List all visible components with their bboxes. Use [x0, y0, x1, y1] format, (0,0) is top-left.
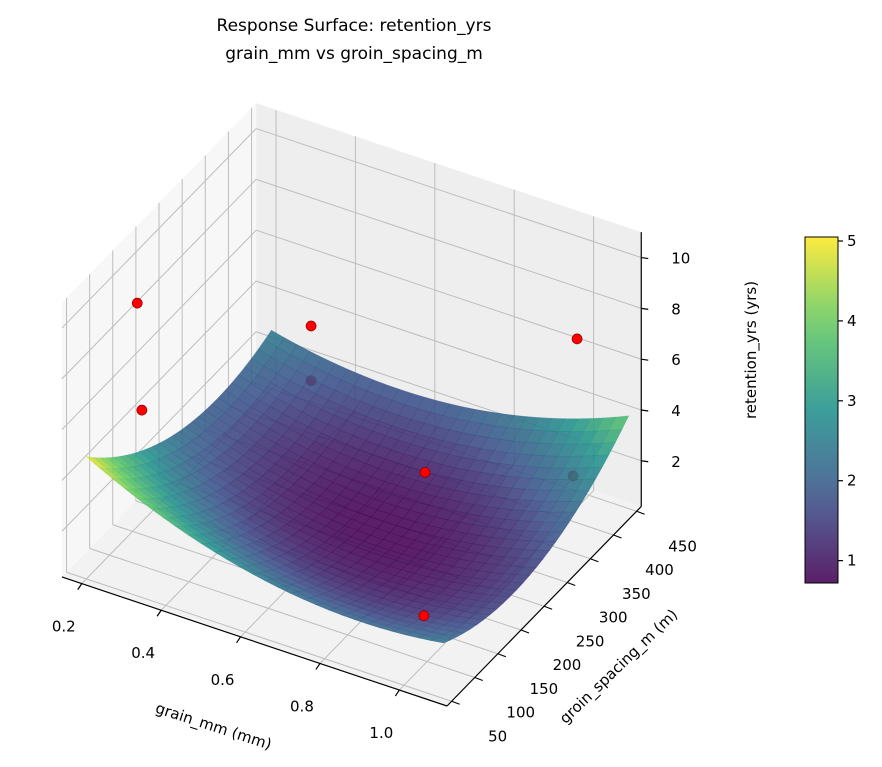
- gridline: [256, 280, 642, 411]
- y-tick-label: 350: [622, 585, 651, 603]
- y-tick-label: 150: [530, 680, 559, 698]
- x-tick: [315, 663, 321, 670]
- x-tick-label: 0.8: [290, 697, 314, 715]
- z-tick-label: 6: [671, 351, 681, 369]
- y-tick: [613, 534, 622, 539]
- colorbar-tick-label: 4: [847, 312, 857, 330]
- x-tick: [236, 636, 242, 644]
- y-tick: [520, 629, 530, 634]
- data-point: [305, 320, 317, 332]
- z-tick: [641, 409, 649, 412]
- colorbar: 1 2 3 4 5: [804, 232, 857, 584]
- colorbar-tick-label: 1: [847, 552, 857, 570]
- data-point: [136, 404, 148, 416]
- data-point: [571, 333, 583, 345]
- z-tick-label: 2: [671, 453, 681, 471]
- axes: 0.2 0.4 0.6 0.8 1.0 50 100 150 200 250 300 350 400 45…: [52, 232, 697, 745]
- z-tick: [641, 256, 649, 260]
- colorbar-tick-label: 5: [847, 232, 857, 250]
- y-tick-label: 400: [645, 561, 674, 579]
- x-tick-label: 0.4: [131, 644, 155, 662]
- x-tick-label: 0.6: [211, 671, 235, 689]
- y-tick: [590, 558, 599, 563]
- z-tick: [641, 307, 649, 310]
- z-axis-label: retention_yrs (yrs): [742, 281, 761, 419]
- gridline: [61, 331, 257, 532]
- y-tick-label: 300: [599, 609, 628, 627]
- y-tick-label: 100: [506, 704, 535, 722]
- z-tick: [641, 358, 649, 361]
- z-tick: [641, 460, 649, 463]
- y-tick-label: 200: [553, 656, 582, 674]
- visible-points: [131, 297, 583, 622]
- gridline: [66, 571, 452, 702]
- x-tick: [77, 583, 83, 590]
- y-tick-label: 50: [488, 727, 507, 745]
- y-tick: [543, 605, 553, 610]
- gridline: [256, 128, 642, 259]
- colorbar-tick-label: 2: [847, 472, 857, 490]
- x-axis-line: [61, 576, 448, 707]
- data-point: [418, 610, 430, 622]
- x-axis-label: grain_mm (mm): [153, 699, 274, 754]
- y-tick-label: 250: [576, 632, 605, 650]
- y-tick: [451, 700, 460, 705]
- z-tick-label: 4: [671, 402, 681, 420]
- gridline: [256, 178, 642, 309]
- gridline: [61, 128, 257, 329]
- z-tick-label: 10: [671, 250, 690, 268]
- x-tick: [156, 609, 162, 617]
- x-tick-label: 0.2: [52, 618, 76, 636]
- response-surface: [85, 329, 630, 644]
- chart-title: Response Surface: retention_yrs: [217, 16, 492, 36]
- y-tick: [567, 581, 576, 587]
- gridline: [61, 179, 257, 380]
- colorbar-tick-label: 3: [847, 392, 857, 410]
- data-point: [419, 467, 431, 478]
- y-tick: [636, 510, 645, 515]
- surface-patch: [429, 637, 452, 644]
- gridline: [61, 280, 257, 481]
- y-tick: [497, 653, 507, 658]
- data-point: [131, 297, 143, 309]
- y-tick: [474, 676, 483, 682]
- x-tick-label: 1.0: [369, 724, 393, 742]
- gridline: [61, 229, 257, 431]
- y-tick-label: 450: [668, 537, 697, 555]
- chart-subtitle: grain_mm vs groin_spacing_m: [225, 44, 483, 64]
- gridline: [89, 548, 475, 678]
- x-tick: [394, 689, 400, 697]
- z-tick-label: 8: [671, 300, 681, 318]
- colorbar-scale: [804, 236, 839, 584]
